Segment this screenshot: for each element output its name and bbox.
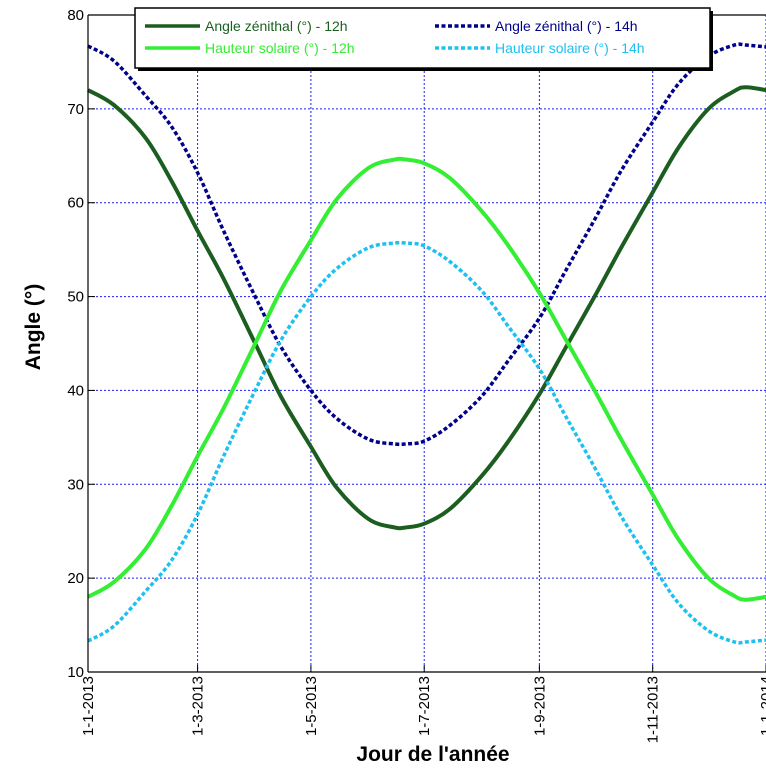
y-tick-label: 50 <box>67 289 84 306</box>
x-tick-label: 1-3-2013 <box>190 676 207 736</box>
y-tick-label: 30 <box>67 476 84 493</box>
x-tick-label: 1-7-2013 <box>416 676 433 736</box>
x-axis-label: Jour de l'année <box>356 743 509 766</box>
legend-zenith-14h-label: Angle zénithal (°) - 14h <box>495 18 638 34</box>
y-tick-label: 20 <box>67 570 84 587</box>
solar-height-14h-line <box>87 240 766 645</box>
series-layer <box>87 42 766 645</box>
legend-zenith-12h-label: Angle zénithal (°) - 12h <box>205 18 348 34</box>
legend: Angle zénithal (°) - 12h Angle zénithal (… <box>134 7 713 71</box>
legend-solar-height-12h-label: Hauteur solaire (°) - 12h <box>205 40 355 56</box>
zenith-12h-line <box>87 85 766 531</box>
x-tick-label: 1-5-2013 <box>303 676 320 736</box>
x-tick-label: 1-11-2013 <box>645 676 662 743</box>
y-axis-ticks: 10 20 30 40 50 60 70 80 <box>67 7 95 681</box>
y-tick-label: 60 <box>67 195 84 212</box>
y-tick-label: 70 <box>67 101 84 118</box>
legend-box <box>134 7 711 69</box>
x-tick-label: 1-1-2014 <box>758 676 766 736</box>
y-tick-label: 10 <box>67 664 84 681</box>
y-tick-label: 80 <box>67 7 84 24</box>
y-tick-label: 40 <box>67 382 84 399</box>
x-tick-label: 1-9-2013 <box>531 676 548 736</box>
solar-height-12h-line <box>87 156 766 602</box>
x-axis-ticks: 1-1-2013 1-3-2013 1-5-2013 1-7-2013 1-9-2013… <box>80 665 766 743</box>
x-tick-label: 1-1-2013 <box>80 676 97 736</box>
y-axis-label: Angle (°) <box>22 284 45 371</box>
legend-solar-height-14h-label: Hauteur solaire (°) - 14h <box>495 40 645 56</box>
zenith-14h-line <box>87 42 766 447</box>
